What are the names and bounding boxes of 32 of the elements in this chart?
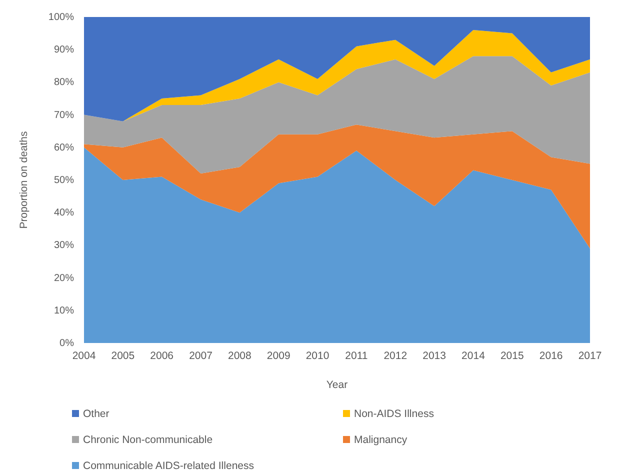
x-tick-label: 2005 [111,350,135,362]
legend-label: Chronic Non-communicable [83,434,213,446]
y-tick-label: 30% [54,240,74,251]
x-tick-label: 2013 [422,350,446,362]
legend-label: Malignancy [354,434,408,446]
legend-label: Non-AIDS Illness [354,408,434,420]
x-tick-label: 2015 [500,350,524,362]
x-tick-label: 2007 [189,350,213,362]
x-tick-label: 2016 [539,350,563,362]
x-tick-label: 2017 [578,350,602,362]
x-tick-label: 2011 [345,350,368,362]
y-tick-label: 50% [54,174,74,186]
y-tick-label: 60% [54,142,74,154]
y-tick-label: 100% [48,12,74,23]
legend-label: Other [83,408,110,420]
y-axis-title: Proportion on deaths [18,131,30,229]
x-tick-label: 2006 [150,350,174,362]
y-tick-label: 20% [54,272,74,284]
x-tick-label: 2009 [266,350,290,362]
legend-label: Communicable AIDS-related Illeness [83,460,254,472]
x-tick-label: 2014 [462,350,486,362]
x-tick-label: 2004 [72,350,96,362]
x-tick-label: 2012 [384,350,408,362]
y-tick-label: 40% [54,207,74,218]
y-tick-label: 10% [54,305,74,316]
y-tick-label: 70% [54,109,74,120]
x-axis-title: Year [326,378,348,391]
y-tick-label: 90% [54,44,74,56]
x-tick-label: 2008 [228,350,252,362]
x-tick-label: 2010 [306,350,330,362]
y-tick-label: 80% [54,76,74,88]
y-tick-label: 0% [60,338,74,349]
